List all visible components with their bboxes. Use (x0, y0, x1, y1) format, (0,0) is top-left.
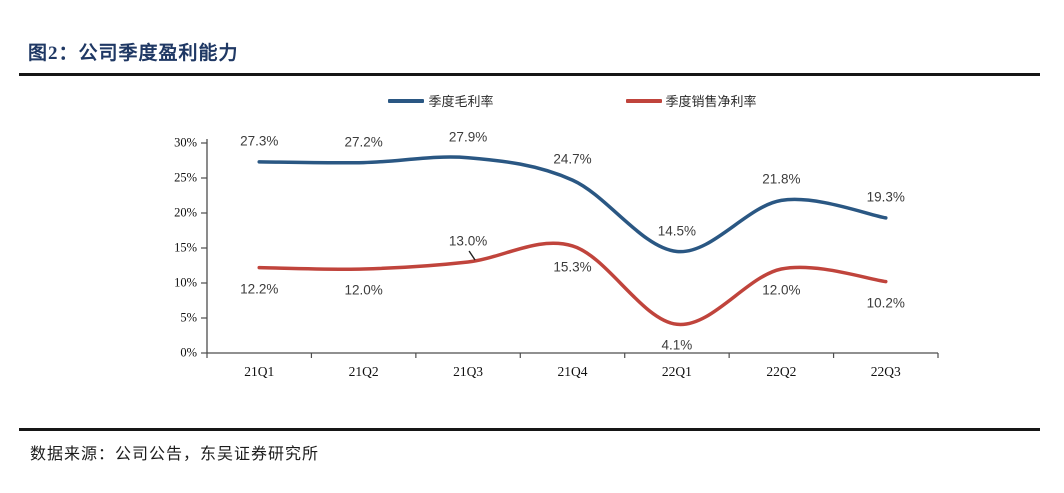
legend-label: 季度毛利率 (428, 94, 494, 109)
legend-item-net-margin: 季度销售净利率 (625, 91, 757, 110)
data-point-label: 15.3% (553, 259, 592, 275)
y-tick-label: 30% (174, 135, 197, 150)
legend-item-gross-margin: 季度毛利率 (388, 91, 494, 110)
x-tick-label: 21Q1 (244, 364, 275, 379)
data-point-label: 27.9% (448, 129, 488, 145)
y-tick-label: 15% (174, 240, 197, 255)
y-tick-label: 10% (174, 275, 197, 290)
x-tick-label: 22Q1 (661, 364, 692, 379)
title-divider-line (19, 73, 1040, 76)
line-swatch-blue (388, 98, 425, 103)
series-line-gross-margin (257, 155, 888, 254)
data-point-label: 12.0% (762, 282, 801, 298)
data-point-label: 12.0% (344, 282, 383, 298)
figure-title: 图2：公司季度盈利能力 (28, 43, 239, 64)
data-point-label: 13.0% (448, 233, 488, 249)
line-swatch-red (625, 98, 662, 103)
x-tick-label: 21Q4 (557, 364, 588, 379)
footer-divider-line (19, 428, 1040, 431)
data-point-label: 19.3% (866, 189, 905, 205)
data-point-label: 27.2% (344, 134, 383, 150)
series-line-net-margin (257, 241, 888, 327)
data-point-label: 14.5% (657, 223, 697, 238)
legend-label: 季度销售净利率 (665, 94, 757, 109)
data-point-label: 24.7% (553, 151, 592, 167)
data-point-label: 21.8% (762, 171, 801, 187)
data-point-label: 27.3% (240, 133, 279, 149)
data-point-label: 12.2% (240, 281, 279, 297)
data-point-label: 10.2% (866, 295, 905, 311)
y-tick-label: 25% (174, 170, 197, 185)
x-tick-label: 21Q3 (453, 364, 484, 379)
y-tick-label: 20% (174, 205, 197, 220)
chart-legend: 季度毛利率 季度销售净利率 (207, 91, 938, 110)
x-tick-label: 22Q2 (766, 364, 797, 379)
y-tick-label: 5% (180, 310, 197, 325)
data-point-label: 4.1% (661, 337, 693, 353)
label-callout-line (468, 250, 476, 261)
data-source-note: 数据来源：公司公告，东吴证券研究所 (30, 446, 320, 463)
x-tick-label: 21Q2 (348, 364, 379, 379)
x-tick-label: 22Q3 (870, 364, 901, 379)
y-tick-label: 0% (180, 345, 197, 360)
